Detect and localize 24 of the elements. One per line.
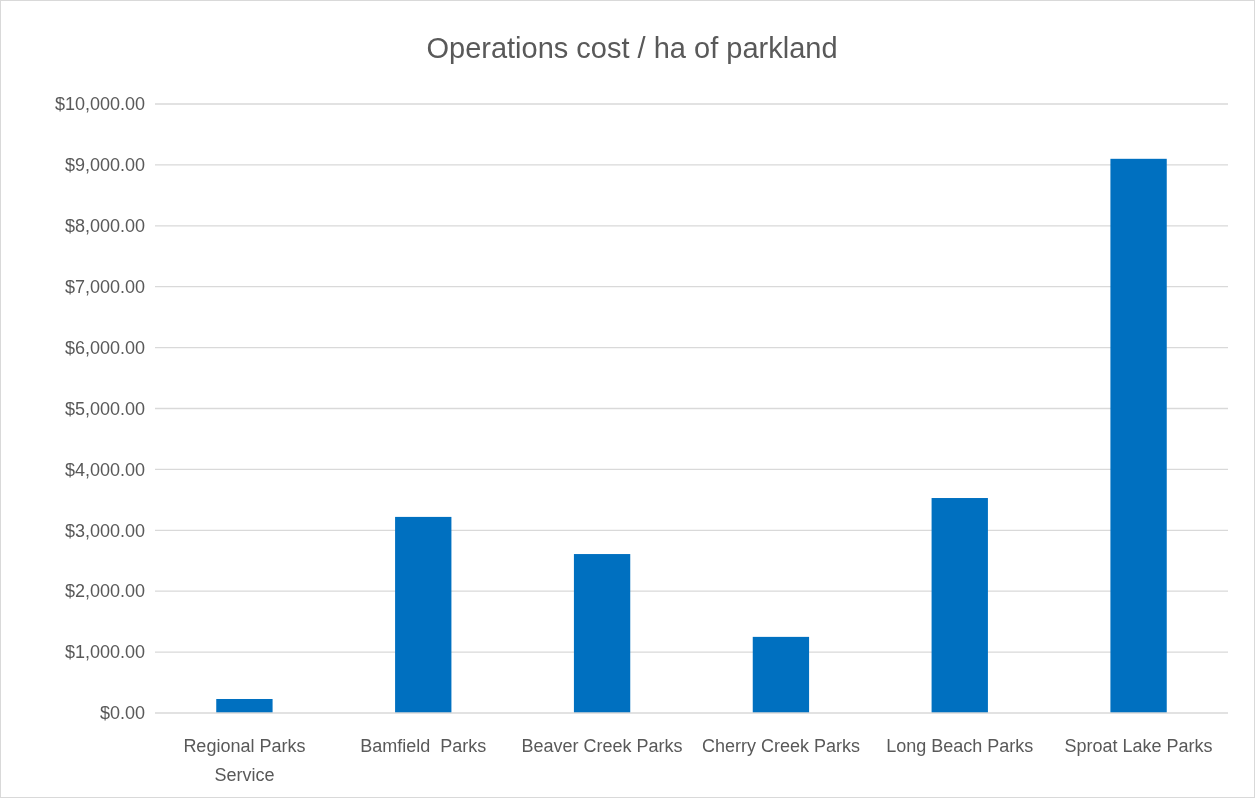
bar [395, 516, 452, 713]
y-tick-label: $0.00 [99, 703, 145, 724]
x-tick-label: Cherry Creek Parks [701, 736, 860, 756]
x-tick-label: Long Beach Parks [886, 736, 1034, 756]
y-tick-label: $6,000.00 [64, 337, 145, 358]
x-tick-label: Bamfield Parks [360, 736, 487, 756]
y-tick-label: $1,000.00 [64, 642, 145, 663]
y-tick-label: $10,000.00 [54, 94, 145, 115]
y-tick-label: $7,000.00 [64, 276, 145, 297]
y-tick-label: $2,000.00 [64, 581, 145, 602]
y-tick-label: $8,000.00 [64, 216, 145, 237]
y-tick-label: $5,000.00 [64, 398, 145, 419]
x-tick-label: Sproat Lake Parks [1064, 736, 1213, 756]
bar [1110, 158, 1167, 713]
y-tick-label: $3,000.00 [64, 520, 145, 541]
x-tick-label: Beaver Creek Parks [521, 736, 683, 756]
x-tick-label: Regional Parks Service [183, 736, 306, 785]
bar [931, 498, 988, 713]
y-tick-label: $9,000.00 [64, 155, 145, 176]
bar [216, 698, 273, 713]
bar [752, 636, 810, 713]
bar [573, 554, 631, 713]
y-tick-label: $4,000.00 [64, 459, 145, 480]
chart-title: Operations cost / ha of parkland [426, 32, 838, 64]
